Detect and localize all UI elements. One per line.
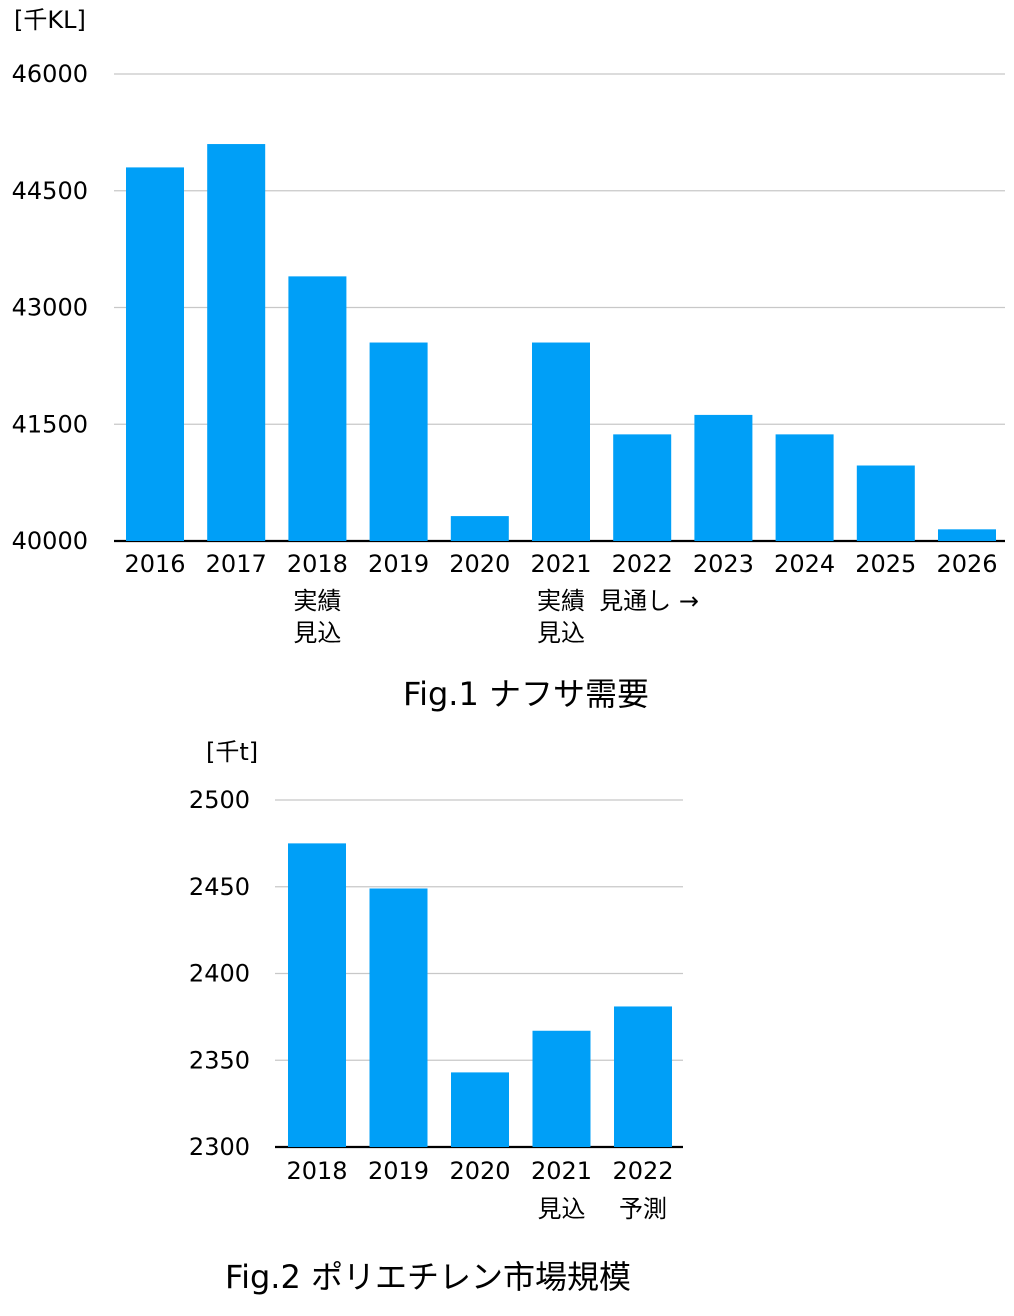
bar-2018 <box>288 276 347 541</box>
bar-2021 <box>532 1030 591 1147</box>
chart2-unit-label: [千t] <box>206 738 258 766</box>
polyethylene-market-chart: 2300 2350 2400 2450 2500 2018 2019 2020 2021 202… <box>189 738 683 1296</box>
y-tick-label: 46000 <box>12 60 88 88</box>
category-note: 予測 <box>619 1195 667 1223</box>
chart1-x-tick-labels: 2016 2017 2018 2019 2020 2021 2022 2023 2024 2025… <box>124 550 997 578</box>
x-tick-label: 2020 <box>449 1157 510 1185</box>
category-note: 見通し → <box>599 587 699 615</box>
x-tick-label: 2021 <box>531 1157 592 1185</box>
chart1-caption: Fig.1 ナフサ需要 <box>403 675 649 713</box>
x-tick-label: 2021 <box>530 550 591 578</box>
chart1-unit-label: [千KL] <box>14 6 86 34</box>
x-tick-label: 2024 <box>774 550 835 578</box>
y-tick-label: 2300 <box>189 1133 250 1161</box>
x-tick-label: 2018 <box>287 550 348 578</box>
category-note: 実績 <box>537 587 585 615</box>
chart1-y-tick-labels: 40000 41500 43000 44500 46000 <box>12 60 88 555</box>
chart1-bars <box>126 144 996 542</box>
category-note: 実績 <box>293 587 341 615</box>
y-tick-label: 2400 <box>189 960 250 988</box>
bar-2019 <box>369 888 428 1147</box>
chart2-caption: Fig.2 ポリエチレン市場規模 <box>225 1258 631 1296</box>
y-tick-label: 2350 <box>189 1046 250 1074</box>
x-tick-label: 2023 <box>693 550 754 578</box>
bar-2016 <box>126 167 184 541</box>
bar-2021 <box>532 342 590 541</box>
y-tick-label: 44500 <box>12 177 88 205</box>
x-tick-label: 2020 <box>449 550 510 578</box>
bar-2020 <box>451 1072 509 1147</box>
bar-2020 <box>450 516 509 541</box>
bar-2022 <box>614 1006 672 1147</box>
x-tick-label: 2022 <box>612 550 673 578</box>
x-tick-label: 2018 <box>286 1157 347 1185</box>
y-tick-label: 2450 <box>189 873 250 901</box>
chart2-bars <box>288 843 672 1147</box>
x-tick-label: 2026 <box>936 550 997 578</box>
category-note: 見込 <box>293 619 341 647</box>
y-tick-label: 43000 <box>12 294 88 322</box>
chart2-category-notes: 見込 予測 <box>538 1195 668 1223</box>
bar-2023 <box>694 414 753 541</box>
bar-2025 <box>856 465 915 541</box>
x-tick-label: 2017 <box>206 550 267 578</box>
bar-2019 <box>369 342 428 541</box>
x-tick-label: 2022 <box>612 1157 673 1185</box>
x-tick-label: 2025 <box>855 550 916 578</box>
y-tick-label: 41500 <box>12 410 88 438</box>
bar-2017 <box>207 144 266 542</box>
bar-2022 <box>613 434 672 541</box>
bar-2024 <box>775 434 834 541</box>
x-tick-label: 2019 <box>368 550 429 578</box>
category-note: 見込 <box>537 619 585 647</box>
category-note: 見込 <box>538 1195 586 1223</box>
y-tick-label: 40000 <box>12 527 88 555</box>
x-tick-label: 2016 <box>124 550 185 578</box>
x-tick-label: 2019 <box>368 1157 429 1185</box>
chart2-y-tick-labels: 2300 2350 2400 2450 2500 <box>189 786 250 1161</box>
bar-2026 <box>938 529 996 541</box>
y-tick-label: 2500 <box>189 786 250 814</box>
chart2-x-tick-labels: 2018 2019 2020 2021 2022 <box>286 1157 673 1185</box>
bar-2018 <box>288 843 346 1147</box>
